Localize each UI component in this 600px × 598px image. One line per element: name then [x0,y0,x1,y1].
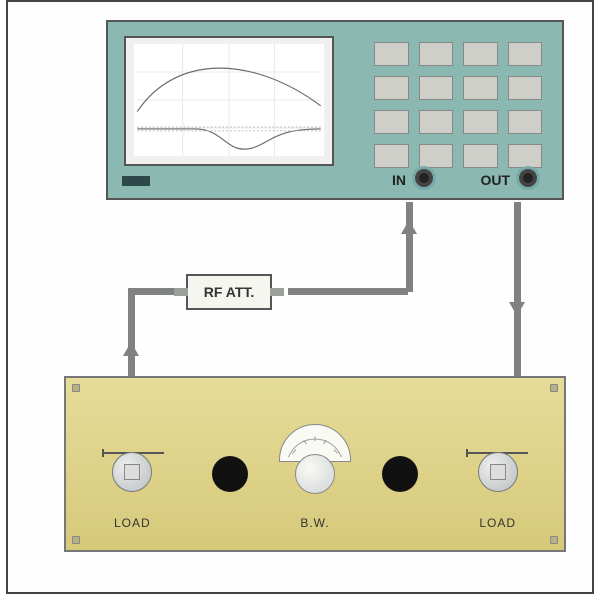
keypad-key[interactable] [508,144,543,168]
keypad-key[interactable] [374,42,409,66]
analyzer-screen [124,36,334,166]
label-load-right: LOAD [479,516,516,530]
diagram-frame: IN OUT RF ATT. [6,0,594,594]
screen-plot-area [134,44,324,156]
filter-device-panel: LOAD B.W. LOAD [64,376,566,552]
panel-screw [550,384,558,392]
panel-screw [72,384,80,392]
screen-traces-svg [134,44,324,156]
bw-knob[interactable] [295,454,335,494]
keypad-key[interactable] [463,42,498,66]
port-in-label: IN [392,172,406,188]
black-knob-right[interactable] [382,456,418,492]
arrow-out-down-mid [509,302,525,316]
port-in[interactable] [412,166,436,190]
keypad-key[interactable] [419,42,454,66]
analyzer-indicator [122,176,150,186]
rf-attenuator: RF ATT. [186,274,272,310]
rf-attenuator-label: RF ATT. [204,284,255,300]
arrow-into-in-port [401,220,417,234]
keypad-key[interactable] [508,110,543,134]
port-out[interactable] [516,166,540,190]
keypad-key[interactable] [419,76,454,100]
panel-screw [550,536,558,544]
keypad-key[interactable] [374,144,409,168]
keypad-key[interactable] [508,76,543,100]
analyzer-keypad [372,40,544,170]
arrow-from-left-load [123,342,139,356]
load-knob-left[interactable] [112,452,152,492]
network-analyzer: IN OUT [106,20,564,200]
label-load-left: LOAD [114,516,151,530]
keypad-key[interactable] [419,144,454,168]
port-out-label: OUT [480,172,510,188]
cable-rfatt-to-in-vert [406,202,413,292]
keypad-key[interactable] [508,42,543,66]
keypad-key[interactable] [463,144,498,168]
keypad-key[interactable] [463,76,498,100]
keypad-key[interactable] [374,76,409,100]
panel-screw [72,536,80,544]
load-knob-right[interactable] [478,452,518,492]
cable-rfatt-to-in-horz [288,288,408,295]
keypad-key[interactable] [463,110,498,134]
keypad-key[interactable] [419,110,454,134]
keypad-key[interactable] [374,110,409,134]
label-bw: B.W. [300,516,329,530]
black-knob-left[interactable] [212,456,248,492]
